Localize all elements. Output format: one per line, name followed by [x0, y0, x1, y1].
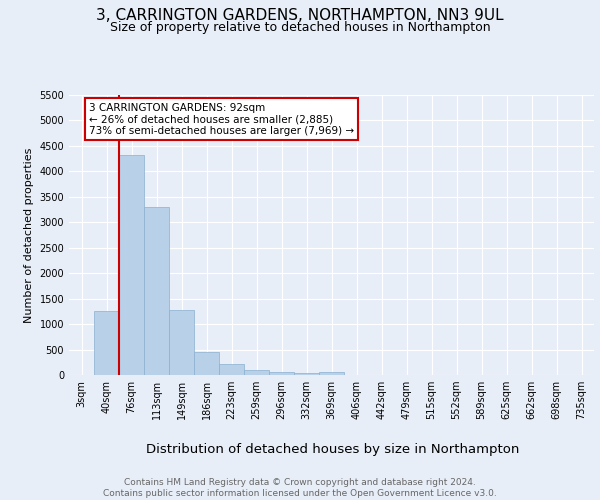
Bar [169, 310, 194, 375]
Text: 3 CARRINGTON GARDENS: 92sqm
← 26% of detached houses are smaller (2,885)
73% of : 3 CARRINGTON GARDENS: 92sqm ← 26% of det… [89, 102, 354, 136]
Bar [244, 370, 269, 375]
Text: Distribution of detached houses by size in Northampton: Distribution of detached houses by size … [146, 442, 520, 456]
Bar [119, 154, 144, 375]
Text: 3, CARRINGTON GARDENS, NORTHAMPTON, NN3 9UL: 3, CARRINGTON GARDENS, NORTHAMPTON, NN3 … [96, 8, 504, 22]
Bar [94, 311, 119, 375]
Bar [194, 352, 219, 375]
Bar [269, 372, 294, 375]
Bar [294, 374, 319, 375]
Bar [319, 372, 344, 375]
Text: Size of property relative to detached houses in Northampton: Size of property relative to detached ho… [110, 21, 490, 34]
Bar [219, 364, 244, 375]
Text: Contains HM Land Registry data © Crown copyright and database right 2024.
Contai: Contains HM Land Registry data © Crown c… [103, 478, 497, 498]
Bar [144, 207, 169, 375]
Y-axis label: Number of detached properties: Number of detached properties [24, 148, 34, 322]
